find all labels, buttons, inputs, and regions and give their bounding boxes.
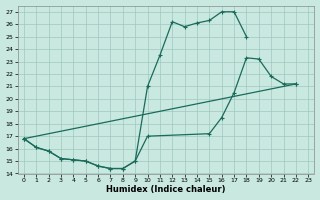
X-axis label: Humidex (Indice chaleur): Humidex (Indice chaleur)	[106, 185, 226, 194]
